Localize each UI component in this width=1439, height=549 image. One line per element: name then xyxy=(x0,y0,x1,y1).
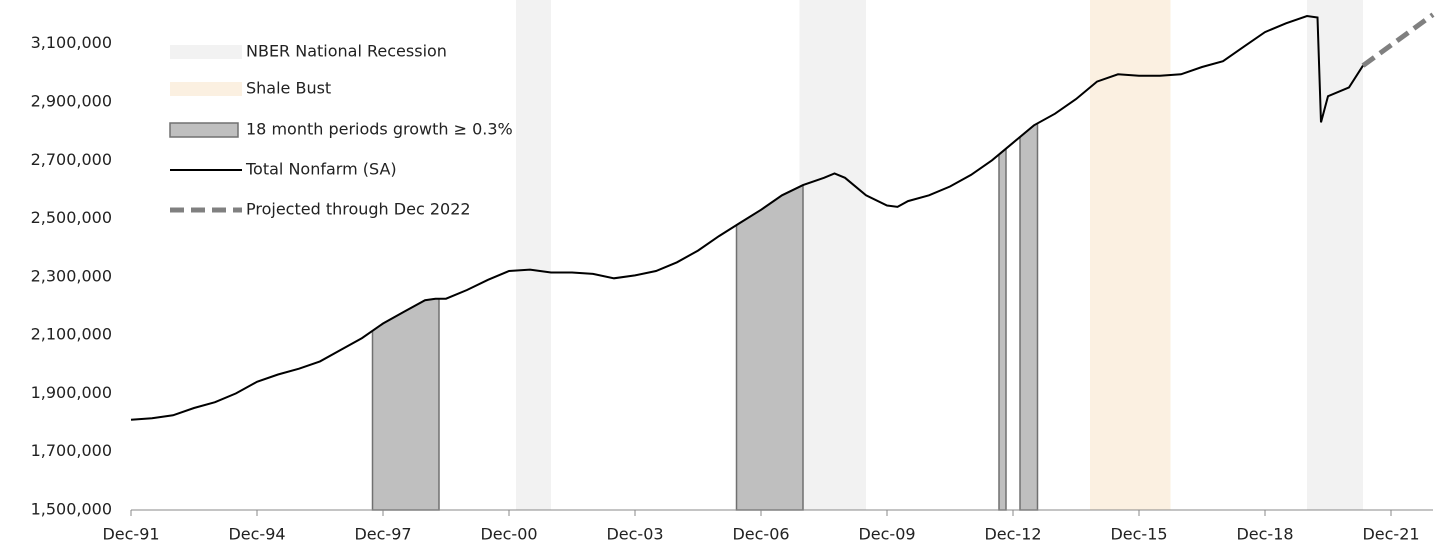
x-tick-label: Dec-12 xyxy=(984,525,1041,544)
series-line xyxy=(1361,12,1435,68)
growth-area xyxy=(998,147,1007,511)
growth-area xyxy=(371,297,440,511)
x-tick-label: Dec-15 xyxy=(1110,525,1167,544)
legend-label: Total Nonfarm (SA) xyxy=(245,160,397,179)
x-tick-label: Dec-94 xyxy=(228,525,285,544)
y-tick-label: 1,900,000 xyxy=(31,383,112,402)
y-tick-label: 2,900,000 xyxy=(31,92,112,111)
x-tick-label: Dec-06 xyxy=(732,525,789,544)
y-tick-label: 3,100,000 xyxy=(31,33,112,52)
y-tick-label: 1,700,000 xyxy=(31,441,112,460)
x-tick-label: Dec-03 xyxy=(606,525,663,544)
x-tick-label: Dec-09 xyxy=(858,525,915,544)
legend-label: Shale Bust xyxy=(246,79,331,98)
x-tick-label: Dec-21 xyxy=(1362,525,1419,544)
x-tick-label: Dec-97 xyxy=(354,525,411,544)
legend-label: NBER National Recession xyxy=(246,42,447,61)
legend-swatch xyxy=(169,122,239,138)
shaded-band xyxy=(799,0,866,510)
x-tick-label: Dec-00 xyxy=(480,525,537,544)
series-line xyxy=(130,14,1364,421)
legend-swatch xyxy=(170,45,242,59)
y-tick-label: 2,100,000 xyxy=(31,325,112,344)
y-tick-label: 1,500,000 xyxy=(31,500,112,519)
shaded-band xyxy=(516,0,551,510)
growth-area xyxy=(1019,122,1039,511)
x-tick-label: Dec-91 xyxy=(102,525,159,544)
x-tick-label: Dec-18 xyxy=(1236,525,1293,544)
y-tick-label: 2,300,000 xyxy=(31,266,112,285)
growth-area xyxy=(735,183,804,511)
y-tick-label: 2,700,000 xyxy=(31,150,112,169)
legend-label: Projected through Dec 2022 xyxy=(246,200,471,219)
y-tick-label: 2,500,000 xyxy=(31,208,112,227)
legend-swatch xyxy=(170,82,242,96)
legend-label: 18 month periods growth ≥ 0.3% xyxy=(246,120,513,139)
shaded-band xyxy=(1307,0,1363,510)
shaded-band xyxy=(1090,0,1171,510)
